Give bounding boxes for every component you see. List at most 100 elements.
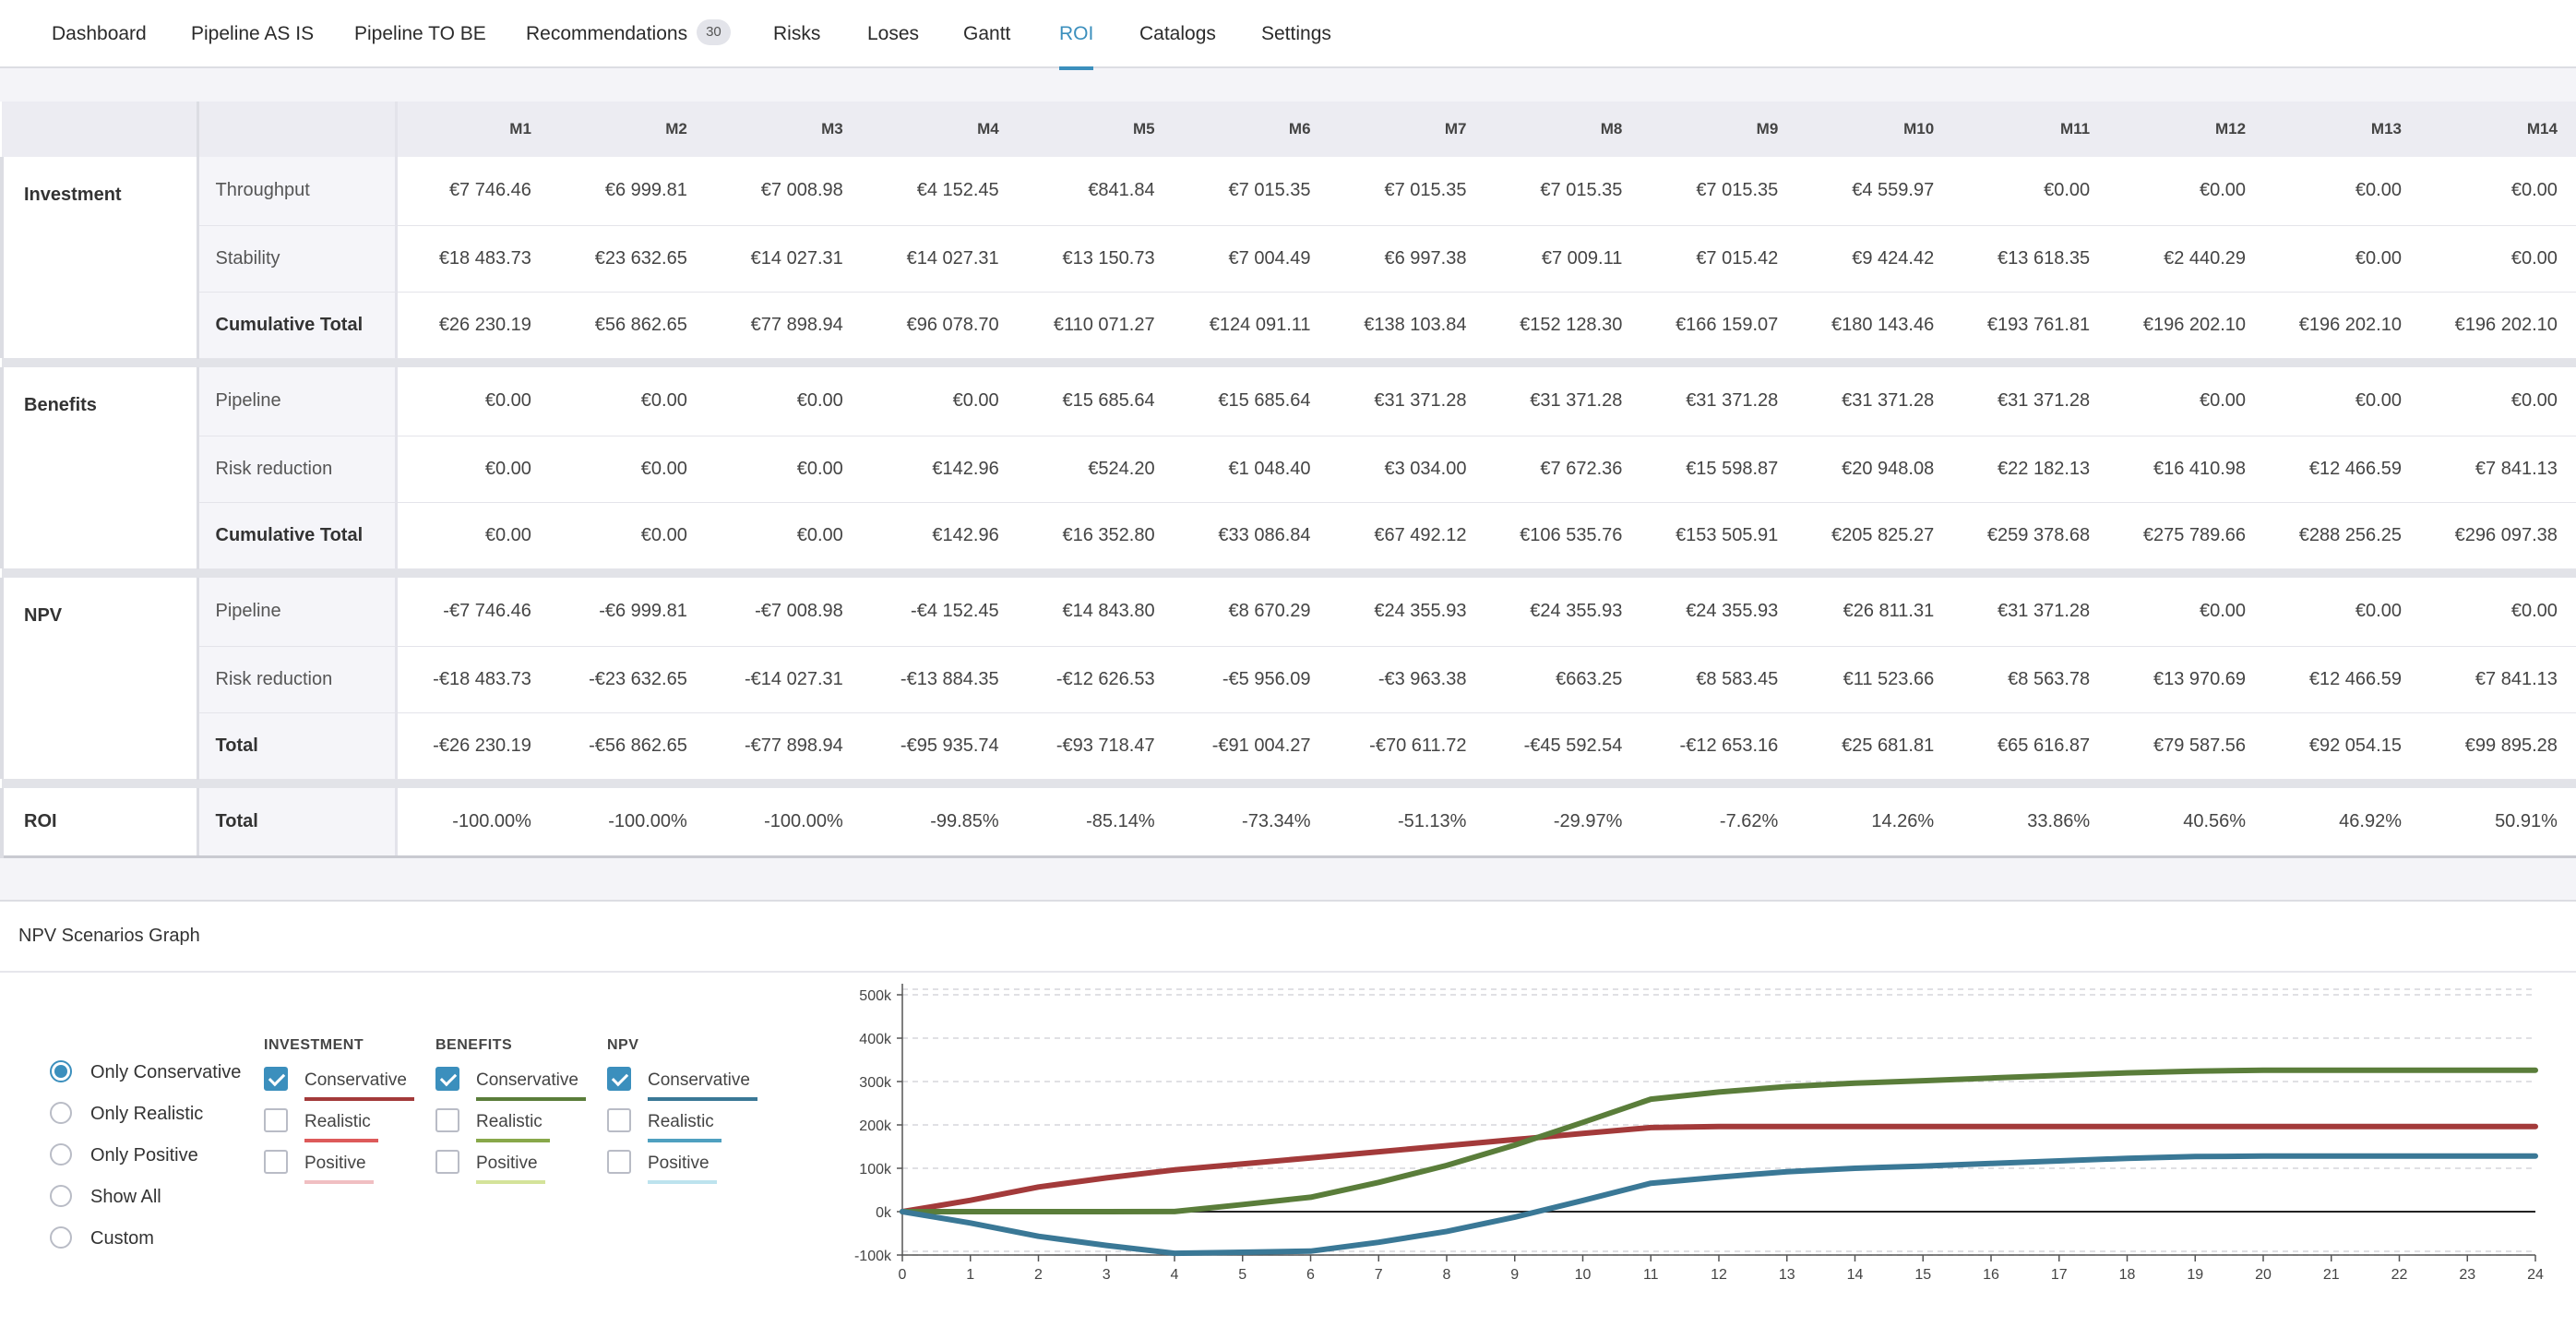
table-cell: €20 948.08 (1798, 436, 1955, 503)
checkbox-investment-positive[interactable]: Positive (264, 1149, 374, 1184)
series-color-swatch (476, 1180, 545, 1184)
table-cell: -29.97% (1486, 788, 1643, 858)
table-cell: -51.13% (1330, 788, 1487, 858)
table-cell: -€5 956.09 (1175, 646, 1331, 713)
table-cell: €22 182.13 (1954, 436, 2111, 503)
table-cell: -7.62% (1642, 788, 1799, 858)
x-tick-label: 15 (1914, 1267, 1931, 1283)
tab-settings[interactable]: Settings (1261, 0, 1331, 68)
table-cell: -€7 008.98 (707, 578, 864, 647)
radio-button[interactable] (50, 1101, 72, 1124)
radio-show-all[interactable]: Show All (50, 1183, 161, 1211)
tab-roi[interactable]: ROI (1059, 0, 1094, 70)
table-cell: €12 466.59 (2266, 646, 2422, 713)
checkbox[interactable] (264, 1066, 288, 1091)
tab-pipeline-to-be[interactable]: Pipeline TO BE (354, 0, 486, 68)
table-cell: €13 150.73 (1019, 225, 1175, 293)
table-cell: €142.96 (863, 436, 1020, 503)
table-cell: €16 410.98 (2110, 436, 2267, 503)
series-color-swatch (476, 1139, 550, 1142)
checkbox[interactable] (435, 1107, 459, 1132)
month-header: M1 (396, 102, 552, 157)
checkbox-npv-conservative[interactable]: Conservative (607, 1066, 757, 1101)
section-gap (2, 779, 2576, 788)
table-cell: €7 015.35 (1642, 157, 1799, 226)
table-cell: 40.56% (2110, 788, 2267, 858)
row-label: Total (197, 712, 398, 780)
checkbox[interactable] (435, 1149, 459, 1174)
checkbox-npv-positive[interactable]: Positive (607, 1149, 717, 1184)
table-cell: -100.00% (551, 788, 708, 858)
table-cell: -€3 963.38 (1330, 646, 1487, 713)
table-cell: €15 598.87 (1642, 436, 1799, 503)
tab-label: Loses (867, 23, 920, 44)
table-cell: €0.00 (2421, 157, 2576, 226)
checkbox-investment-conservative[interactable]: Conservative (264, 1066, 414, 1101)
radio-button[interactable] (50, 1184, 72, 1207)
radio-button[interactable] (50, 1142, 72, 1166)
legend-group-benefits: BENEFITS (435, 1037, 513, 1053)
checkbox[interactable] (264, 1149, 288, 1174)
radio-custom[interactable]: Custom (50, 1225, 154, 1252)
checkbox-investment-realistic[interactable]: Realistic (264, 1107, 378, 1142)
x-tick-label: 17 (2051, 1267, 2068, 1283)
radio-only-positive[interactable]: Only Positive (50, 1142, 198, 1169)
checkbox[interactable] (435, 1066, 459, 1091)
y-tick-label: -100k (854, 1249, 892, 1264)
series-color-swatch (648, 1139, 722, 1142)
table-cell: €24 355.93 (1330, 578, 1487, 647)
tab-recommendations[interactable]: Recommendations 30 (526, 0, 731, 68)
checkbox-label: Realistic (304, 1109, 378, 1142)
tab-pipeline-as-is[interactable]: Pipeline AS IS (191, 0, 314, 68)
x-tick-label: 22 (2391, 1267, 2408, 1283)
graph-divider (0, 971, 2576, 973)
tab-label: Catalogs (1139, 23, 1216, 44)
month-header: M5 (1019, 102, 1175, 157)
table-cell: €0.00 (396, 367, 552, 436)
checkbox[interactable] (607, 1149, 631, 1174)
checkbox-npv-realistic[interactable]: Realistic (607, 1107, 722, 1142)
y-tick-label: 500k (859, 988, 892, 1004)
table-cell: €9 424.42 (1798, 225, 1955, 293)
checkbox[interactable] (264, 1107, 288, 1132)
y-tick-label: 300k (859, 1075, 892, 1091)
table-cell: -€70 611.72 (1330, 712, 1487, 780)
tab-catalogs[interactable]: Catalogs (1139, 0, 1216, 68)
series-color-swatch (476, 1097, 586, 1101)
checkbox-label: Positive (304, 1151, 374, 1184)
checkbox[interactable] (607, 1107, 631, 1132)
tab-dashboard[interactable]: Dashboard (52, 0, 147, 68)
checkbox-label-text: Realistic (476, 1112, 543, 1131)
table-cell: -100.00% (396, 788, 552, 858)
x-tick-label: 7 (1375, 1267, 1383, 1283)
radio-only-conservative[interactable]: Only Conservative (50, 1058, 241, 1086)
tab-loses[interactable]: Loses (867, 0, 919, 68)
checkbox-benefits-realistic[interactable]: Realistic (435, 1107, 550, 1142)
table-cell: €0.00 (551, 436, 708, 503)
tab-risks[interactable]: Risks (773, 0, 820, 68)
table-cell: €16 352.80 (1019, 502, 1175, 569)
table-cell: €205 825.27 (1798, 502, 1955, 569)
series-color-swatch (304, 1180, 374, 1184)
radio-button[interactable] (50, 1225, 72, 1249)
checkbox-benefits-positive[interactable]: Positive (435, 1149, 545, 1184)
radio-only-realistic[interactable]: Only Realistic (50, 1100, 203, 1128)
table-cell: €8 670.29 (1175, 578, 1331, 647)
row-label: Throughput (197, 157, 398, 226)
section-gap (2, 358, 2576, 367)
x-tick-label: 13 (1779, 1267, 1795, 1283)
table-row: NPV Pipeline -€7 746.46 -€6 999.81 -€7 008.9… (0, 578, 2576, 779)
tab-gantt[interactable]: Gantt (963, 0, 1010, 68)
radio-button[interactable] (50, 1059, 72, 1082)
x-tick-label: 18 (2119, 1267, 2136, 1283)
checkbox[interactable] (607, 1066, 631, 1091)
table-cell: -€4 152.45 (863, 578, 1020, 647)
table-row: Cumulative Total €0.00 €0.00 €0.00 €142.96 €1… (2, 502, 2576, 569)
table-row: Risk reduction €0.00 €0.00 €0.00 €142.96 €524… (2, 436, 2576, 503)
table-cell: €0.00 (707, 367, 864, 436)
checkbox-benefits-conservative[interactable]: Conservative (435, 1066, 586, 1101)
table-cell: €7 672.36 (1486, 436, 1643, 503)
table-cell: €524.20 (1019, 436, 1175, 503)
table-cell: €3 034.00 (1330, 436, 1487, 503)
